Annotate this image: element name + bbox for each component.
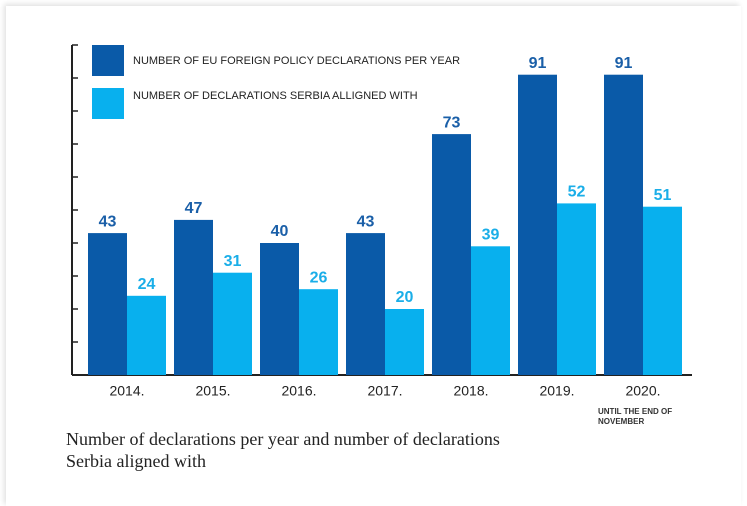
legend-label: NUMBER OF EU FOREIGN POLICY DECLARATIONS…	[133, 55, 460, 67]
legend-swatch	[92, 45, 124, 76]
x-tick-label: 2019.	[539, 383, 574, 399]
bar	[643, 206, 682, 375]
value-label: 43	[99, 213, 117, 230]
bar	[557, 203, 596, 375]
bar	[432, 134, 471, 375]
bar	[604, 74, 643, 375]
value-label: 26	[310, 269, 328, 286]
value-label: 52	[568, 184, 586, 201]
value-label: 91	[529, 55, 547, 72]
value-label: 20	[396, 289, 414, 306]
legend-label: NUMBER OF DECLARATIONS SERBIA ALLIGNED W…	[133, 90, 418, 102]
value-label: 43	[357, 213, 375, 230]
value-label: 73	[443, 114, 461, 131]
x-tick-label: 2016.	[281, 383, 316, 399]
x-tick-label: 2014.	[109, 383, 144, 399]
bar	[88, 233, 127, 375]
bar	[346, 233, 385, 375]
x-tick-label: 2018.	[453, 383, 488, 399]
bar	[260, 243, 299, 375]
x-tick-label: 2017.	[367, 383, 402, 399]
bar	[471, 246, 510, 375]
bar	[518, 74, 557, 375]
x-tick-label: 2020.	[625, 383, 660, 399]
bar	[174, 219, 213, 375]
value-label: 31	[224, 253, 242, 270]
annotation: UNTIL THE END OF NOVEMBER	[598, 407, 672, 426]
bar	[299, 289, 338, 375]
caption: Number of declarations per year and numb…	[66, 429, 500, 471]
bar	[213, 272, 252, 375]
legend-swatch	[92, 88, 124, 119]
bar	[127, 295, 166, 375]
value-label: 24	[138, 276, 156, 293]
bar	[385, 309, 424, 375]
value-label: 39	[482, 227, 500, 244]
value-label: 47	[185, 200, 203, 217]
x-tick-label: 2015.	[195, 383, 230, 399]
value-label: 91	[615, 55, 633, 72]
value-label: 40	[271, 223, 289, 240]
value-label: 51	[654, 187, 672, 204]
